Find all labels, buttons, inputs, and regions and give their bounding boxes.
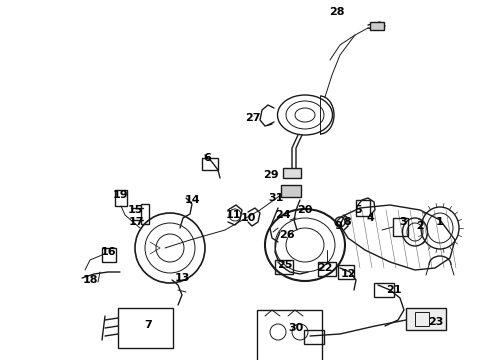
Bar: [356, 200, 370, 216]
Bar: [115, 190, 127, 206]
Text: 2: 2: [416, 221, 424, 231]
Bar: [374, 283, 394, 297]
Text: 31: 31: [269, 193, 284, 203]
Text: 22: 22: [317, 263, 333, 273]
Text: 5: 5: [354, 205, 362, 215]
Text: 21: 21: [386, 285, 402, 295]
Text: 11: 11: [225, 210, 241, 220]
Text: 19: 19: [112, 190, 128, 200]
Bar: [338, 265, 354, 279]
Bar: [202, 158, 218, 170]
Bar: [318, 262, 336, 276]
Text: 4: 4: [366, 213, 374, 223]
Text: 10: 10: [240, 213, 256, 223]
Bar: [304, 330, 324, 344]
Bar: [141, 204, 149, 224]
Text: 3: 3: [399, 217, 407, 227]
Text: 30: 30: [289, 323, 304, 333]
Text: 27: 27: [245, 113, 261, 123]
Bar: [406, 308, 446, 330]
Text: 26: 26: [279, 230, 295, 240]
Bar: [281, 185, 301, 197]
Bar: [257, 310, 322, 360]
Text: 18: 18: [82, 275, 98, 285]
Text: 20: 20: [297, 205, 313, 215]
Text: 24: 24: [275, 210, 291, 220]
Bar: [102, 248, 116, 262]
Bar: [393, 218, 408, 236]
Bar: [415, 312, 429, 326]
Text: 7: 7: [144, 320, 152, 330]
Bar: [275, 260, 293, 274]
Text: 23: 23: [428, 317, 443, 327]
Bar: [118, 308, 173, 348]
Text: 25: 25: [277, 260, 293, 270]
Text: 13: 13: [174, 273, 190, 283]
Text: 15: 15: [127, 205, 143, 215]
Text: 9: 9: [334, 221, 342, 231]
Text: 16: 16: [100, 247, 116, 257]
Bar: [283, 168, 301, 178]
Bar: [370, 22, 384, 30]
Text: 29: 29: [263, 170, 279, 180]
Text: 1: 1: [436, 217, 444, 227]
Text: 8: 8: [343, 217, 351, 227]
Text: 12: 12: [340, 269, 356, 279]
Text: 28: 28: [329, 7, 345, 17]
Text: 17: 17: [128, 217, 144, 227]
Text: 6: 6: [203, 153, 211, 163]
Text: 14: 14: [184, 195, 200, 205]
